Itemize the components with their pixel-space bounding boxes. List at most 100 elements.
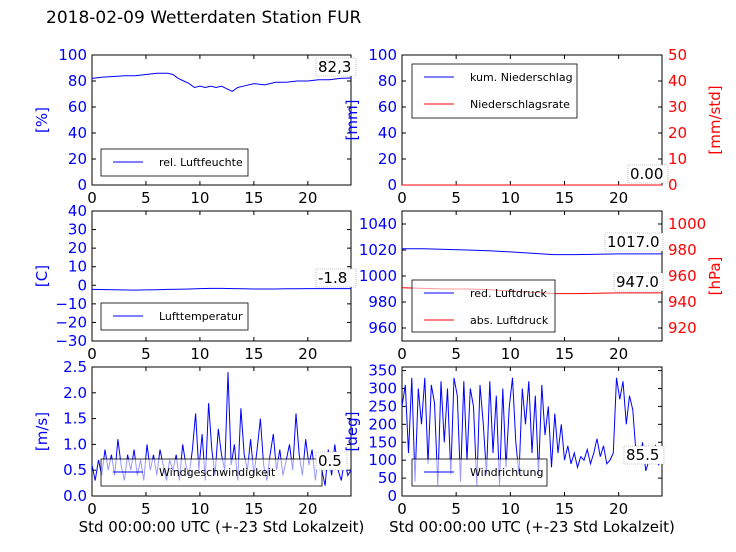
- series-line: [402, 248, 662, 256]
- series-line: [91, 372, 352, 486]
- page-title: 2018-02-09 Wetterdaten Station FUR: [46, 8, 362, 28]
- y-tick-label: 1.0: [63, 435, 87, 453]
- value-label: 947.0: [616, 273, 659, 291]
- value-label-box: [613, 272, 664, 292]
- y-right-tick-label: 30: [668, 98, 687, 116]
- y-right-axis-label: [mm/std]: [706, 85, 724, 154]
- y-right-tick-label: 940: [668, 293, 697, 311]
- y-tick-label: 100: [58, 46, 87, 64]
- x-axis-label: Std 00:00:00 UTC (+-23 Std Lokalzeit): [79, 518, 365, 536]
- y-right-tick-label: 0: [668, 176, 678, 194]
- y-tick-label: 100: [368, 451, 397, 469]
- y-tick-label: 1000: [359, 267, 397, 285]
- value-label: 82,3: [318, 58, 351, 76]
- value-label: 0.5: [318, 452, 342, 470]
- legend-box: [411, 279, 556, 333]
- x-tick-label: 20: [298, 500, 317, 518]
- x-tick-label: 10: [190, 345, 209, 363]
- value-label: 1017.0: [607, 233, 660, 251]
- y-tick-label: 0.0: [63, 487, 87, 505]
- y-tick-label: 300: [368, 380, 397, 398]
- x-tick-label: 15: [555, 500, 574, 518]
- value-label-box: [315, 268, 357, 288]
- y-tick-label: 50: [378, 469, 397, 487]
- y-tick-label: 10: [68, 258, 87, 276]
- legend-entry: rel. Luftfeuchte: [159, 156, 243, 169]
- y-tick-label: −20: [55, 313, 87, 331]
- y-tick-label: 40: [68, 124, 87, 142]
- y-tick-label: 0: [77, 176, 87, 194]
- y-right-tick-label: 20: [668, 124, 687, 142]
- y-axis-label: [C]: [33, 265, 51, 287]
- y-tick-label: 80: [68, 72, 87, 90]
- x-tick-label: 0: [87, 345, 97, 363]
- x-tick-label: 5: [141, 189, 151, 207]
- x-tick-label: 0: [87, 500, 97, 518]
- x-tick-label: 10: [190, 500, 209, 518]
- x-axis-label: Std 00:00:00 UTC (+-23 Std Lokalzeit): [389, 518, 675, 536]
- legend-box: [411, 63, 578, 119]
- value-label: 0.00: [630, 165, 663, 183]
- y-right-tick-label: 980: [668, 241, 697, 259]
- y-tick-label: −30: [55, 332, 87, 350]
- y-axis-label: [mm]: [343, 100, 361, 141]
- y-tick-label: 200: [368, 415, 397, 433]
- y-tick-label: 2.5: [63, 358, 87, 376]
- x-tick-label: 15: [244, 189, 263, 207]
- y-tick-label: 60: [378, 98, 397, 116]
- y-tick-label: 960: [368, 319, 397, 337]
- x-tick-label: 5: [451, 345, 461, 363]
- y-tick-label: 100: [368, 46, 397, 64]
- y-tick-label: 20: [68, 239, 87, 257]
- x-tick-label: 20: [298, 345, 317, 363]
- y-axis-label: [m/s]: [33, 412, 51, 451]
- x-tick-label: 0: [87, 189, 97, 207]
- x-tick-label: 0: [397, 500, 407, 518]
- x-tick-label: 10: [190, 189, 209, 207]
- y-tick-label: 0.5: [63, 461, 87, 479]
- x-tick-label: 5: [451, 500, 461, 518]
- y-right-tick-label: 10: [668, 150, 687, 168]
- value-label: -1.8: [318, 269, 347, 287]
- x-tick-label: 15: [555, 345, 574, 363]
- y-right-tick-label: 960: [668, 267, 697, 285]
- y-axis-label: [%]: [33, 107, 51, 133]
- legend-entry: Lufttemperatur: [159, 310, 243, 323]
- y-tick-label: 30: [68, 221, 87, 239]
- y-right-tick-label: 40: [668, 72, 687, 90]
- y-right-tick-label: 920: [668, 319, 697, 337]
- y-tick-label: 40: [378, 124, 397, 142]
- y-tick-label: 2.0: [63, 384, 87, 402]
- x-tick-label: 20: [609, 189, 628, 207]
- y-tick-label: 1020: [359, 241, 397, 259]
- value-label-box: [627, 164, 669, 184]
- y-tick-label: 350: [368, 362, 397, 380]
- x-tick-label: 15: [555, 189, 574, 207]
- series-line: [401, 377, 660, 486]
- value-label: 85.5: [626, 446, 659, 464]
- x-tick-label: 20: [609, 345, 628, 363]
- value-label-box: [315, 451, 348, 471]
- value-label-box: [315, 57, 357, 77]
- y-axis-label: [deg]: [343, 412, 361, 452]
- x-tick-label: 15: [244, 345, 263, 363]
- legend-entry: red. Luftdruck: [470, 287, 547, 300]
- y-tick-label: 0: [387, 487, 397, 505]
- y-right-tick-label: 50: [668, 46, 687, 64]
- y-right-tick-label: 1000: [668, 215, 706, 233]
- legend-entry: kum. Niederschlag: [470, 71, 573, 84]
- y-tick-label: 1040: [359, 215, 397, 233]
- x-tick-label: 15: [244, 500, 263, 518]
- legend-entry: Windrichtung: [470, 466, 543, 479]
- x-tick-label: 5: [141, 500, 151, 518]
- y-right-axis-label: [hPa]: [706, 257, 724, 296]
- x-tick-label: 0: [397, 345, 407, 363]
- y-tick-label: 150: [368, 433, 397, 451]
- series-line: [91, 287, 351, 291]
- legend-entry: Windgeschwindigkeit: [159, 466, 276, 479]
- x-tick-label: 10: [501, 345, 520, 363]
- y-tick-label: 20: [378, 150, 397, 168]
- x-tick-label: 10: [501, 189, 520, 207]
